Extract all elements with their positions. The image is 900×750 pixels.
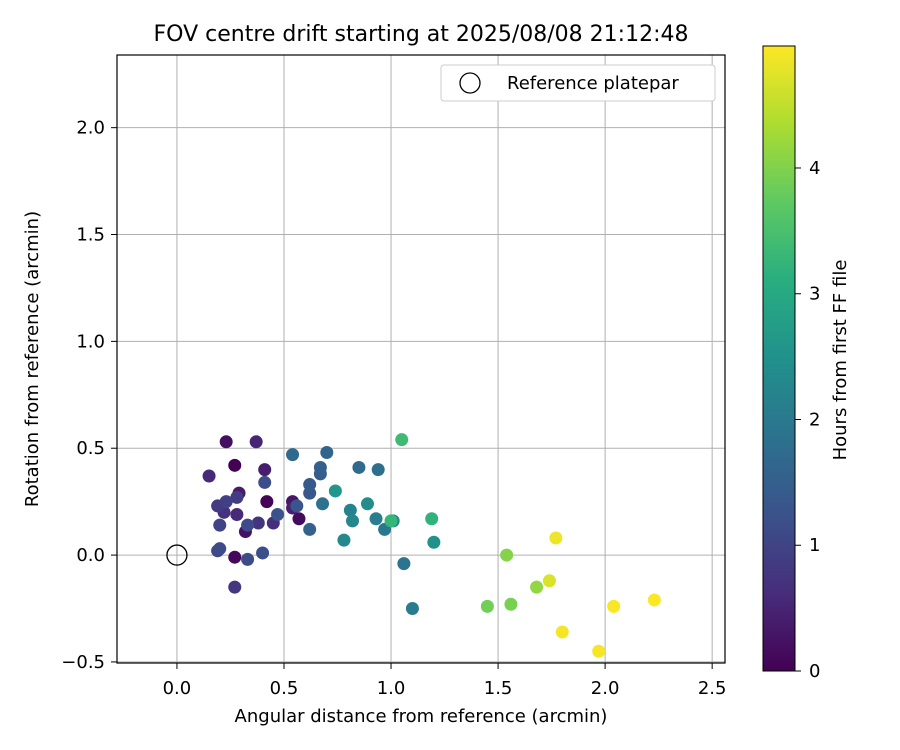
colorbar-tick-label: 2 xyxy=(809,409,820,430)
data-point xyxy=(202,469,216,483)
data-point xyxy=(303,522,317,536)
colorbar-label: Hours from first FF file xyxy=(830,260,851,461)
data-point xyxy=(219,435,233,449)
data-point xyxy=(425,512,439,526)
x-tick-label: 0.0 xyxy=(163,678,192,699)
y-axis-label: Rotation from reference (arcmin) xyxy=(22,211,43,507)
x-tick-label: 2.5 xyxy=(698,678,727,699)
data-point xyxy=(397,557,411,571)
data-point xyxy=(260,495,274,509)
data-point xyxy=(271,507,285,521)
data-point xyxy=(328,484,342,498)
data-point xyxy=(360,497,374,511)
y-tick-label: 1.0 xyxy=(76,331,105,352)
data-point xyxy=(249,435,263,449)
data-point xyxy=(500,548,514,562)
plot-area-frame xyxy=(116,54,726,664)
data-point xyxy=(230,507,244,521)
x-tick-label: 1.0 xyxy=(377,678,406,699)
data-point xyxy=(241,552,255,566)
data-point xyxy=(395,433,409,447)
colorbar-tick-label: 4 xyxy=(809,158,820,179)
legend-box xyxy=(440,64,716,102)
data-point xyxy=(292,512,306,526)
legend-label: Reference platepar xyxy=(507,73,679,94)
x-tick-label: 0.5 xyxy=(270,678,299,699)
y-tick-label: −0.5 xyxy=(61,652,105,673)
legend-marker-icon xyxy=(459,72,481,94)
data-point xyxy=(405,602,419,616)
data-point xyxy=(316,497,330,511)
colorbar: 0 1 2 3 4 Hours from first FF file xyxy=(762,45,851,682)
data-point xyxy=(290,499,304,513)
y-tick-label: 0.0 xyxy=(76,545,105,566)
legend: Reference platepar xyxy=(440,64,716,102)
x-axis-label: Angular distance from reference (arcmin) xyxy=(235,706,608,727)
data-point xyxy=(313,460,327,474)
data-point xyxy=(320,445,334,459)
data-point xyxy=(504,597,518,611)
data-point xyxy=(607,599,621,613)
colorbar-tick-label: 3 xyxy=(809,284,820,305)
colorbar-tick-label: 0 xyxy=(809,661,820,682)
data-point xyxy=(286,448,300,462)
data-point xyxy=(213,542,227,556)
data-point xyxy=(241,518,255,532)
y-tick-label: 0.5 xyxy=(76,438,105,459)
data-point xyxy=(213,518,227,532)
reference-platepar-marker xyxy=(166,544,188,566)
x-tick-label: 1.5 xyxy=(484,678,513,699)
colorbar-ticks: 0 1 2 3 4 xyxy=(795,158,820,682)
data-point xyxy=(542,574,556,588)
data-point xyxy=(251,516,265,530)
data-point xyxy=(256,546,270,560)
data-point xyxy=(337,533,351,547)
grid-lines xyxy=(117,55,725,663)
data-points xyxy=(202,433,661,658)
data-point xyxy=(228,458,242,472)
data-point xyxy=(258,463,272,477)
data-point xyxy=(303,478,317,492)
data-point xyxy=(258,475,272,489)
x-axis-ticks: 0.0 0.5 1.0 1.5 2.0 2.5 xyxy=(163,663,727,699)
y-tick-label: 2.0 xyxy=(76,118,105,139)
data-point xyxy=(384,514,398,528)
data-point xyxy=(219,495,233,509)
colorbar-tick-label: 1 xyxy=(809,535,820,556)
chart-title: FOV centre drift starting at 2025/08/08 … xyxy=(154,22,689,47)
data-point xyxy=(480,599,494,613)
data-point xyxy=(549,531,563,545)
data-point xyxy=(647,593,661,607)
data-point xyxy=(555,625,569,639)
data-point xyxy=(530,580,544,594)
data-point xyxy=(228,550,242,564)
data-point xyxy=(345,514,359,528)
x-tick-label: 2.0 xyxy=(591,678,620,699)
data-point xyxy=(427,535,441,549)
data-point xyxy=(592,644,606,658)
y-axis-ticks: −0.5 0.0 0.5 1.0 1.5 2.0 xyxy=(61,118,117,673)
data-point xyxy=(228,580,242,594)
data-point xyxy=(371,463,385,477)
colorbar-gradient xyxy=(762,45,796,672)
data-point xyxy=(343,503,357,517)
data-point xyxy=(352,460,366,474)
y-tick-label: 1.5 xyxy=(76,225,105,246)
data-point xyxy=(369,512,383,526)
data-point xyxy=(230,490,244,504)
